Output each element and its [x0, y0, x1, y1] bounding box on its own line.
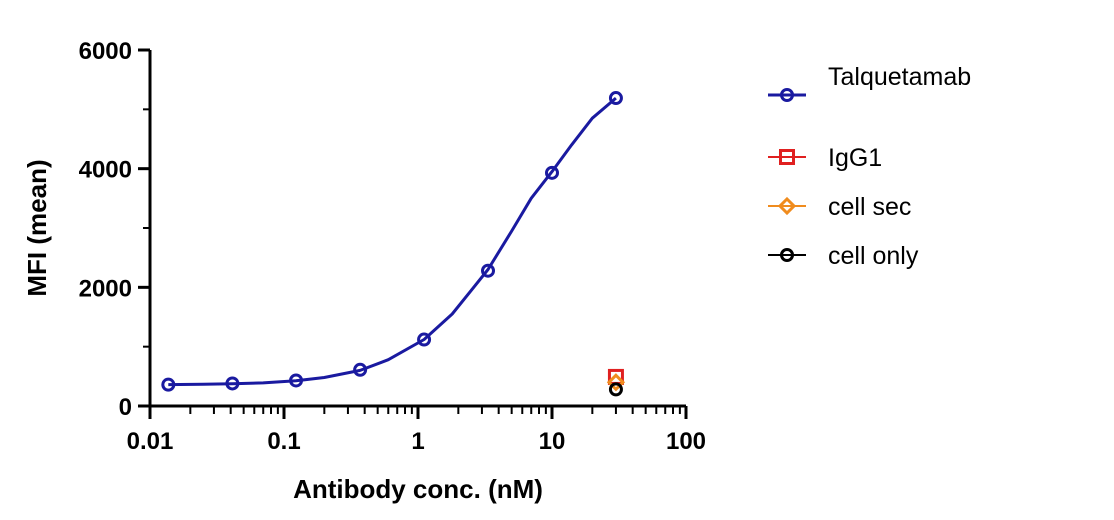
- talquetamab-point: [225, 376, 240, 391]
- x-tick-label: 10: [539, 428, 566, 455]
- talquetamab-point: [608, 91, 623, 106]
- x-tick-label: 100: [666, 428, 706, 455]
- talquetamab-point: [545, 165, 559, 180]
- y-tick-label: 0: [119, 394, 132, 421]
- legend: Talquetamab IgG1 cell sec cell only: [768, 63, 971, 270]
- axes: 0 2000 4000 6000 0.01 0.1 1 10 100: [79, 38, 706, 455]
- x-tick-label: 0.1: [267, 428, 300, 455]
- talquetamab-point: [161, 377, 176, 392]
- legend-label-cell-sec: cell sec: [828, 193, 911, 221]
- y-axis-title: MFI (mean): [22, 159, 52, 296]
- legend-label-igg1: IgG1: [828, 144, 882, 172]
- x-tick-label: 1: [411, 428, 424, 455]
- x-tick-label: 0.01: [127, 428, 174, 455]
- talquetamab-point: [417, 332, 432, 347]
- cell-sec-point: [606, 373, 626, 392]
- y-tick-label: 6000: [79, 38, 132, 65]
- talquetamab-point: [481, 263, 496, 278]
- cell-only-point: [608, 382, 623, 397]
- legend-label-talquetamab: Talquetamab: [828, 63, 971, 91]
- talquetamab-point: [353, 362, 368, 377]
- plot-area: [161, 91, 626, 397]
- talquetamab-point: [289, 373, 304, 388]
- talquetamab-fit-curve: [168, 96, 617, 387]
- legend-marker-igg1: [779, 149, 795, 165]
- legend-marker-talquetamab: [780, 88, 794, 102]
- y-tick-label: 2000: [79, 275, 132, 302]
- legend-label-cell-only: cell only: [828, 242, 919, 270]
- x-axis-title: Antibody conc. (nM): [293, 474, 543, 504]
- legend-marker-cell-sec: [777, 196, 797, 216]
- y-tick-label: 4000: [79, 157, 132, 184]
- legend-marker-cell-only: [780, 248, 794, 262]
